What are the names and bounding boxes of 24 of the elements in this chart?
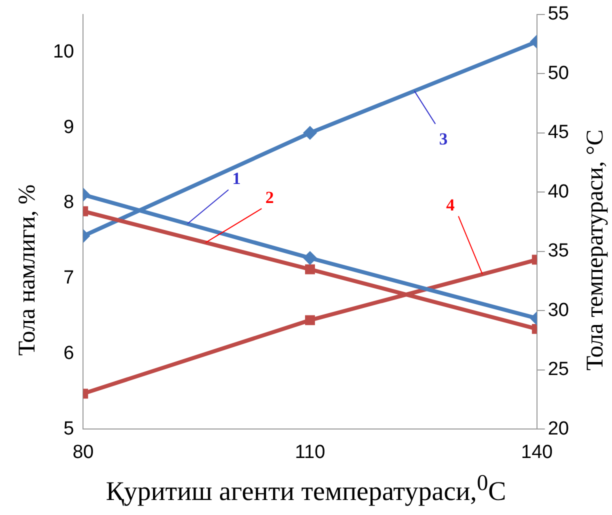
y2-tick-label: 50 (548, 62, 570, 84)
y2-tick-label: 25 (548, 359, 570, 380)
y-tick-label: 6 (64, 343, 74, 364)
y2-tick-label: 45 (548, 122, 570, 144)
y2-axis-title: Тола температураси, °C (582, 130, 610, 370)
text: 2 (265, 188, 274, 207)
x-tick-label: 80 (72, 442, 94, 463)
text: 3 (439, 129, 448, 148)
text: 1 (232, 169, 241, 188)
y2-tick-label: 20 (548, 418, 570, 440)
y2-tick-label: 55 (548, 4, 570, 25)
y-tick-label: 10 (52, 41, 74, 62)
y-axis-title: Тола намлиги, % (14, 184, 42, 356)
x-axis-title: Қуритиш агенти температураси,$^{0}$C (104, 470, 508, 507)
y-tick-label: 8 (64, 192, 74, 214)
y-tick-label: 7 (64, 268, 74, 289)
y2-tick-label: 40 (548, 181, 570, 202)
y2-tick-label: 30 (548, 300, 570, 321)
y-tick-label: 5 (64, 418, 74, 440)
text: 4 (446, 196, 456, 215)
y-tick-label: 9 (64, 116, 74, 138)
x-tick-label: 140 (521, 442, 553, 463)
y2-tick-label: 35 (548, 240, 570, 262)
x-tick-label: 110 (294, 442, 326, 463)
